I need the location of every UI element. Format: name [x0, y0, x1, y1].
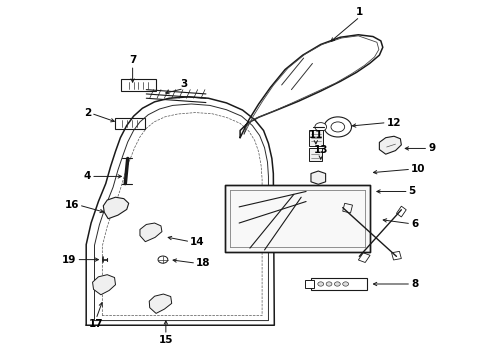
Text: 12: 12 — [387, 118, 401, 128]
Text: 15: 15 — [159, 335, 173, 345]
Circle shape — [112, 205, 120, 211]
FancyBboxPatch shape — [311, 278, 367, 290]
FancyBboxPatch shape — [309, 148, 322, 161]
Circle shape — [326, 282, 332, 286]
FancyBboxPatch shape — [122, 79, 156, 91]
Circle shape — [324, 117, 351, 137]
FancyBboxPatch shape — [309, 130, 323, 145]
Text: 14: 14 — [190, 237, 205, 247]
Text: 11: 11 — [309, 130, 323, 140]
Circle shape — [267, 210, 278, 219]
Text: 10: 10 — [411, 164, 426, 174]
Polygon shape — [140, 223, 162, 242]
Text: 4: 4 — [84, 171, 91, 181]
Circle shape — [148, 229, 155, 234]
Polygon shape — [149, 294, 171, 314]
Circle shape — [318, 282, 324, 286]
Circle shape — [343, 282, 348, 286]
Text: 2: 2 — [84, 108, 91, 118]
Polygon shape — [379, 136, 401, 154]
Circle shape — [157, 300, 165, 306]
Text: 7: 7 — [129, 55, 136, 65]
FancyBboxPatch shape — [115, 118, 145, 129]
Polygon shape — [93, 275, 116, 295]
Text: 3: 3 — [180, 78, 188, 89]
Circle shape — [158, 256, 168, 263]
Circle shape — [286, 197, 297, 206]
Polygon shape — [103, 197, 129, 219]
Circle shape — [100, 281, 108, 287]
Text: 19: 19 — [62, 255, 76, 265]
Text: 17: 17 — [89, 319, 103, 329]
Text: 8: 8 — [411, 279, 418, 289]
Text: 18: 18 — [196, 258, 211, 268]
Text: 5: 5 — [409, 186, 416, 197]
Text: 13: 13 — [314, 145, 328, 155]
Text: 6: 6 — [411, 219, 418, 229]
FancyBboxPatch shape — [305, 280, 315, 288]
Text: 9: 9 — [428, 143, 435, 153]
Text: 16: 16 — [64, 200, 79, 210]
Polygon shape — [311, 171, 326, 184]
Circle shape — [315, 123, 327, 131]
Circle shape — [334, 282, 340, 286]
Polygon shape — [225, 185, 369, 252]
Text: 1: 1 — [356, 7, 364, 17]
